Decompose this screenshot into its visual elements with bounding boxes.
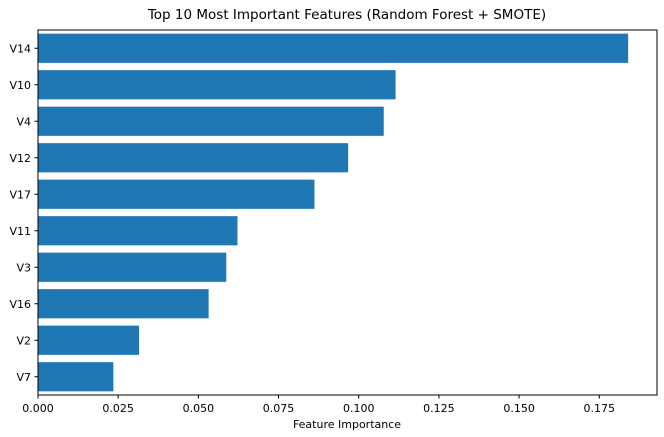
y-tick-label-v7: V7 [16, 371, 31, 384]
bar-v14 [38, 33, 629, 63]
y-axis-ticks: V14 V10 V4 V12 V17 V11 V3 V16 V2 V7 [9, 42, 38, 384]
y-tick-label-v12: V12 [9, 152, 31, 165]
y-tick-label-v11: V11 [9, 225, 31, 238]
bars-group [38, 33, 629, 392]
bar-v16 [38, 289, 209, 319]
bar-v7 [38, 362, 114, 392]
chart-title: Top 10 Most Important Features (Random F… [147, 7, 546, 23]
bar-v12 [38, 143, 349, 173]
x-tick-label: 0.050 [183, 402, 215, 415]
bar-v2 [38, 325, 140, 355]
bar-v17 [38, 179, 315, 209]
y-tick-label-v3: V3 [16, 261, 31, 274]
x-tick-label: 0.100 [343, 402, 375, 415]
y-tick-label-v17: V17 [9, 188, 31, 201]
y-tick-label-v4: V4 [16, 115, 31, 128]
y-tick-label-v16: V16 [9, 298, 31, 311]
x-tick-label: 0.025 [102, 402, 134, 415]
y-tick-label-v2: V2 [16, 334, 31, 347]
bar-v10 [38, 70, 396, 100]
y-tick-label-v14: V14 [9, 42, 31, 55]
plot-area-frame [37, 29, 658, 396]
x-tick-label: 0.000 [22, 402, 54, 415]
x-tick-label: 0.150 [503, 402, 535, 415]
bar-v3 [38, 252, 227, 282]
bar-v4 [38, 106, 384, 136]
x-tick-label: 0.175 [584, 402, 616, 415]
x-tick-label: 0.125 [423, 402, 455, 415]
x-axis-ticks: 0.000 0.025 0.050 0.075 0.100 0.125 0.150 0.175 [22, 395, 615, 415]
x-tick-label: 0.075 [263, 402, 295, 415]
x-axis-label: Feature Importance [293, 418, 401, 431]
bar-v11 [38, 216, 238, 246]
y-tick-label-v10: V10 [9, 79, 31, 92]
